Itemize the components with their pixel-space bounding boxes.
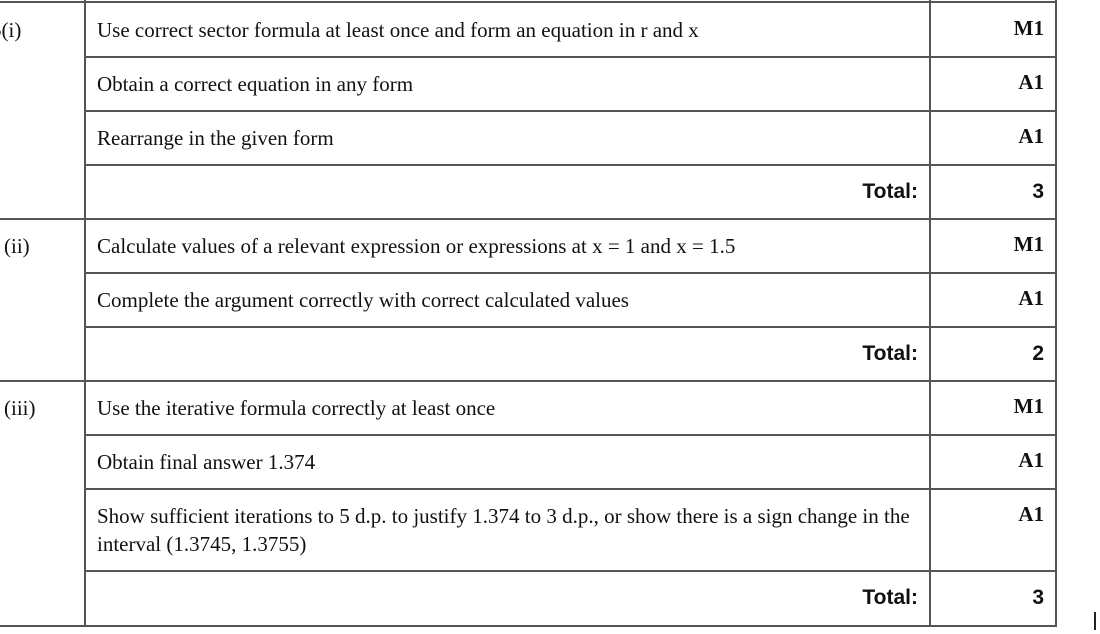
total-label: Total: [862, 180, 918, 203]
row-divider [85, 110, 1057, 112]
criterion-text: Complete the argument correctly with cor… [97, 288, 629, 312]
criterion-text: Rearrange in the given form [97, 126, 334, 150]
mark-code: A1 [1018, 502, 1044, 526]
total-marks: 3 [1032, 586, 1044, 609]
mark-code: A1 [1018, 448, 1044, 472]
criterion-text: Show sufficient iterations to 5 d.p. to … [97, 504, 910, 556]
total-marks: 3 [1032, 180, 1044, 203]
mark-code: A1 [1018, 124, 1044, 148]
mark-code: A1 [1018, 70, 1044, 94]
mark-code: M1 [1013, 16, 1044, 40]
table-border-top [0, 1, 1057, 3]
part-divider [0, 625, 1057, 627]
mark-code: M1 [1013, 232, 1044, 256]
table-border-right [1055, 0, 1057, 625]
criterion-text: Calculate values of a relevant expressio… [97, 234, 736, 258]
total-marks: 2 [1032, 342, 1044, 365]
row-divider [85, 326, 1057, 328]
criterion-text: Use correct sector formula at least once… [97, 18, 699, 42]
row-divider [85, 488, 1057, 490]
column-divider [84, 0, 86, 627]
criterion-text: Use the iterative formula correctly at l… [97, 396, 496, 420]
mark-code: M1 [1013, 394, 1044, 418]
total-label: Total: [862, 342, 918, 365]
part-divider [0, 218, 1057, 220]
part-label: (iii) [4, 396, 36, 420]
column-divider [929, 0, 931, 627]
part-label: 5(i) [0, 18, 22, 42]
part-label: (ii) [4, 234, 30, 258]
row-divider [85, 434, 1057, 436]
row-divider [85, 164, 1057, 166]
part-divider [0, 380, 1057, 382]
total-label: Total: [862, 586, 918, 609]
row-divider [85, 56, 1057, 58]
mark-code: A1 [1018, 286, 1044, 310]
row-divider [85, 570, 1057, 572]
text-cursor [1094, 612, 1096, 630]
row-divider [85, 272, 1057, 274]
criterion-text: Obtain a correct equation in any form [97, 72, 414, 96]
criterion-text: Obtain final answer 1.374 [97, 450, 316, 474]
